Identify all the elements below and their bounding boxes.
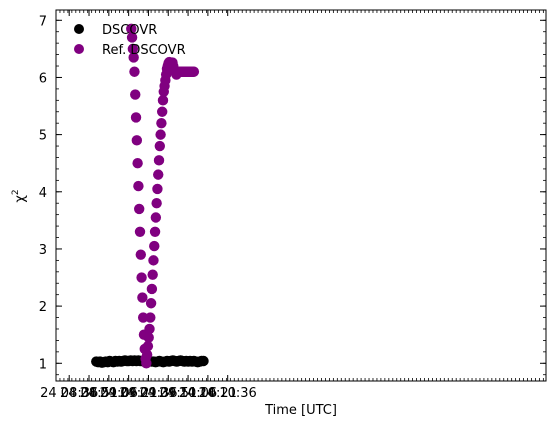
data-point: [133, 180, 144, 192]
data-point: [127, 43, 139, 55]
data-point: [141, 349, 153, 360]
x-tick-label: 24 09:21: [100, 386, 158, 401]
data-point: [129, 66, 140, 77]
data-point: [136, 272, 147, 283]
data-point: [135, 249, 146, 260]
data-point: [152, 183, 163, 195]
x-tick-label: 24 08:36: [40, 386, 98, 401]
data-point: [198, 355, 209, 367]
data-point: [126, 32, 138, 43]
data-point: [145, 298, 157, 309]
data-point: [145, 312, 156, 323]
y-tick-label: 1: [39, 357, 47, 372]
series-1: [126, 23, 200, 369]
y-tick-label: 3: [39, 243, 47, 258]
data-point: [149, 240, 160, 252]
data-point: [130, 112, 142, 123]
data-point: [188, 66, 200, 77]
x-tick-label: 24 09:36: [119, 386, 177, 401]
y-tick-label: 2: [39, 300, 47, 315]
data-point: [131, 135, 143, 146]
y-axis-label: χ2: [11, 189, 28, 202]
y-tick-label: 7: [39, 14, 47, 29]
data-point: [149, 226, 161, 237]
scatter-points: [91, 23, 209, 369]
data-point: [134, 203, 145, 215]
y-axis-label-base: χ: [13, 195, 28, 203]
series-0: [91, 355, 209, 368]
data-point: [130, 89, 141, 100]
data-point: [154, 140, 166, 152]
y-axis-ticks: 1 2 3 4 5 6 7: [39, 14, 546, 376]
x-tick-label: 24 08:51: [60, 386, 118, 401]
data-point: [137, 312, 149, 323]
data-point: [143, 332, 154, 343]
data-point: [142, 340, 154, 352]
data-point: [156, 106, 168, 117]
data-point: [128, 52, 139, 63]
x-tick-label: 24 10:36: [199, 386, 257, 401]
x-tick-label: 24 10:06: [159, 386, 217, 401]
legend-label-ref-dscovr: Ref. DSCOVR: [102, 43, 186, 58]
data-point: [150, 212, 162, 223]
data-point: [126, 23, 137, 35]
x-tick-label: 24 10:21: [179, 386, 237, 401]
data-point: [147, 269, 158, 280]
data-point: [132, 158, 143, 169]
legend-label-dscovr: DSCOVR: [102, 23, 157, 38]
legend: DSCOVR Ref. DSCOVR: [74, 23, 186, 58]
data-point: [155, 129, 166, 140]
y-axis-label-sup: 2: [11, 189, 21, 195]
data-point: [151, 198, 162, 209]
data-point: [148, 255, 159, 266]
x-tick-label: 24 09:51: [139, 386, 197, 401]
data-point: [134, 226, 146, 237]
legend-marker-dscovr: [74, 24, 84, 34]
y-tick-label: 5: [39, 129, 47, 144]
plot-frame: [55, 9, 547, 382]
x-axis-label: Time [UTC]: [264, 403, 337, 418]
data-point: [146, 283, 158, 295]
data-point: [153, 169, 164, 180]
data-point: [137, 292, 148, 303]
legend-marker-ref-dscovr: [74, 44, 84, 54]
data-point: [156, 117, 167, 129]
data-point: [141, 358, 152, 369]
data-point: [153, 155, 165, 166]
y-tick-label: 6: [39, 71, 47, 86]
data-point: [157, 95, 169, 106]
x-tick-label: 24 09:06: [80, 386, 138, 401]
y-tick-label: 4: [39, 186, 47, 201]
data-point: [144, 323, 155, 335]
